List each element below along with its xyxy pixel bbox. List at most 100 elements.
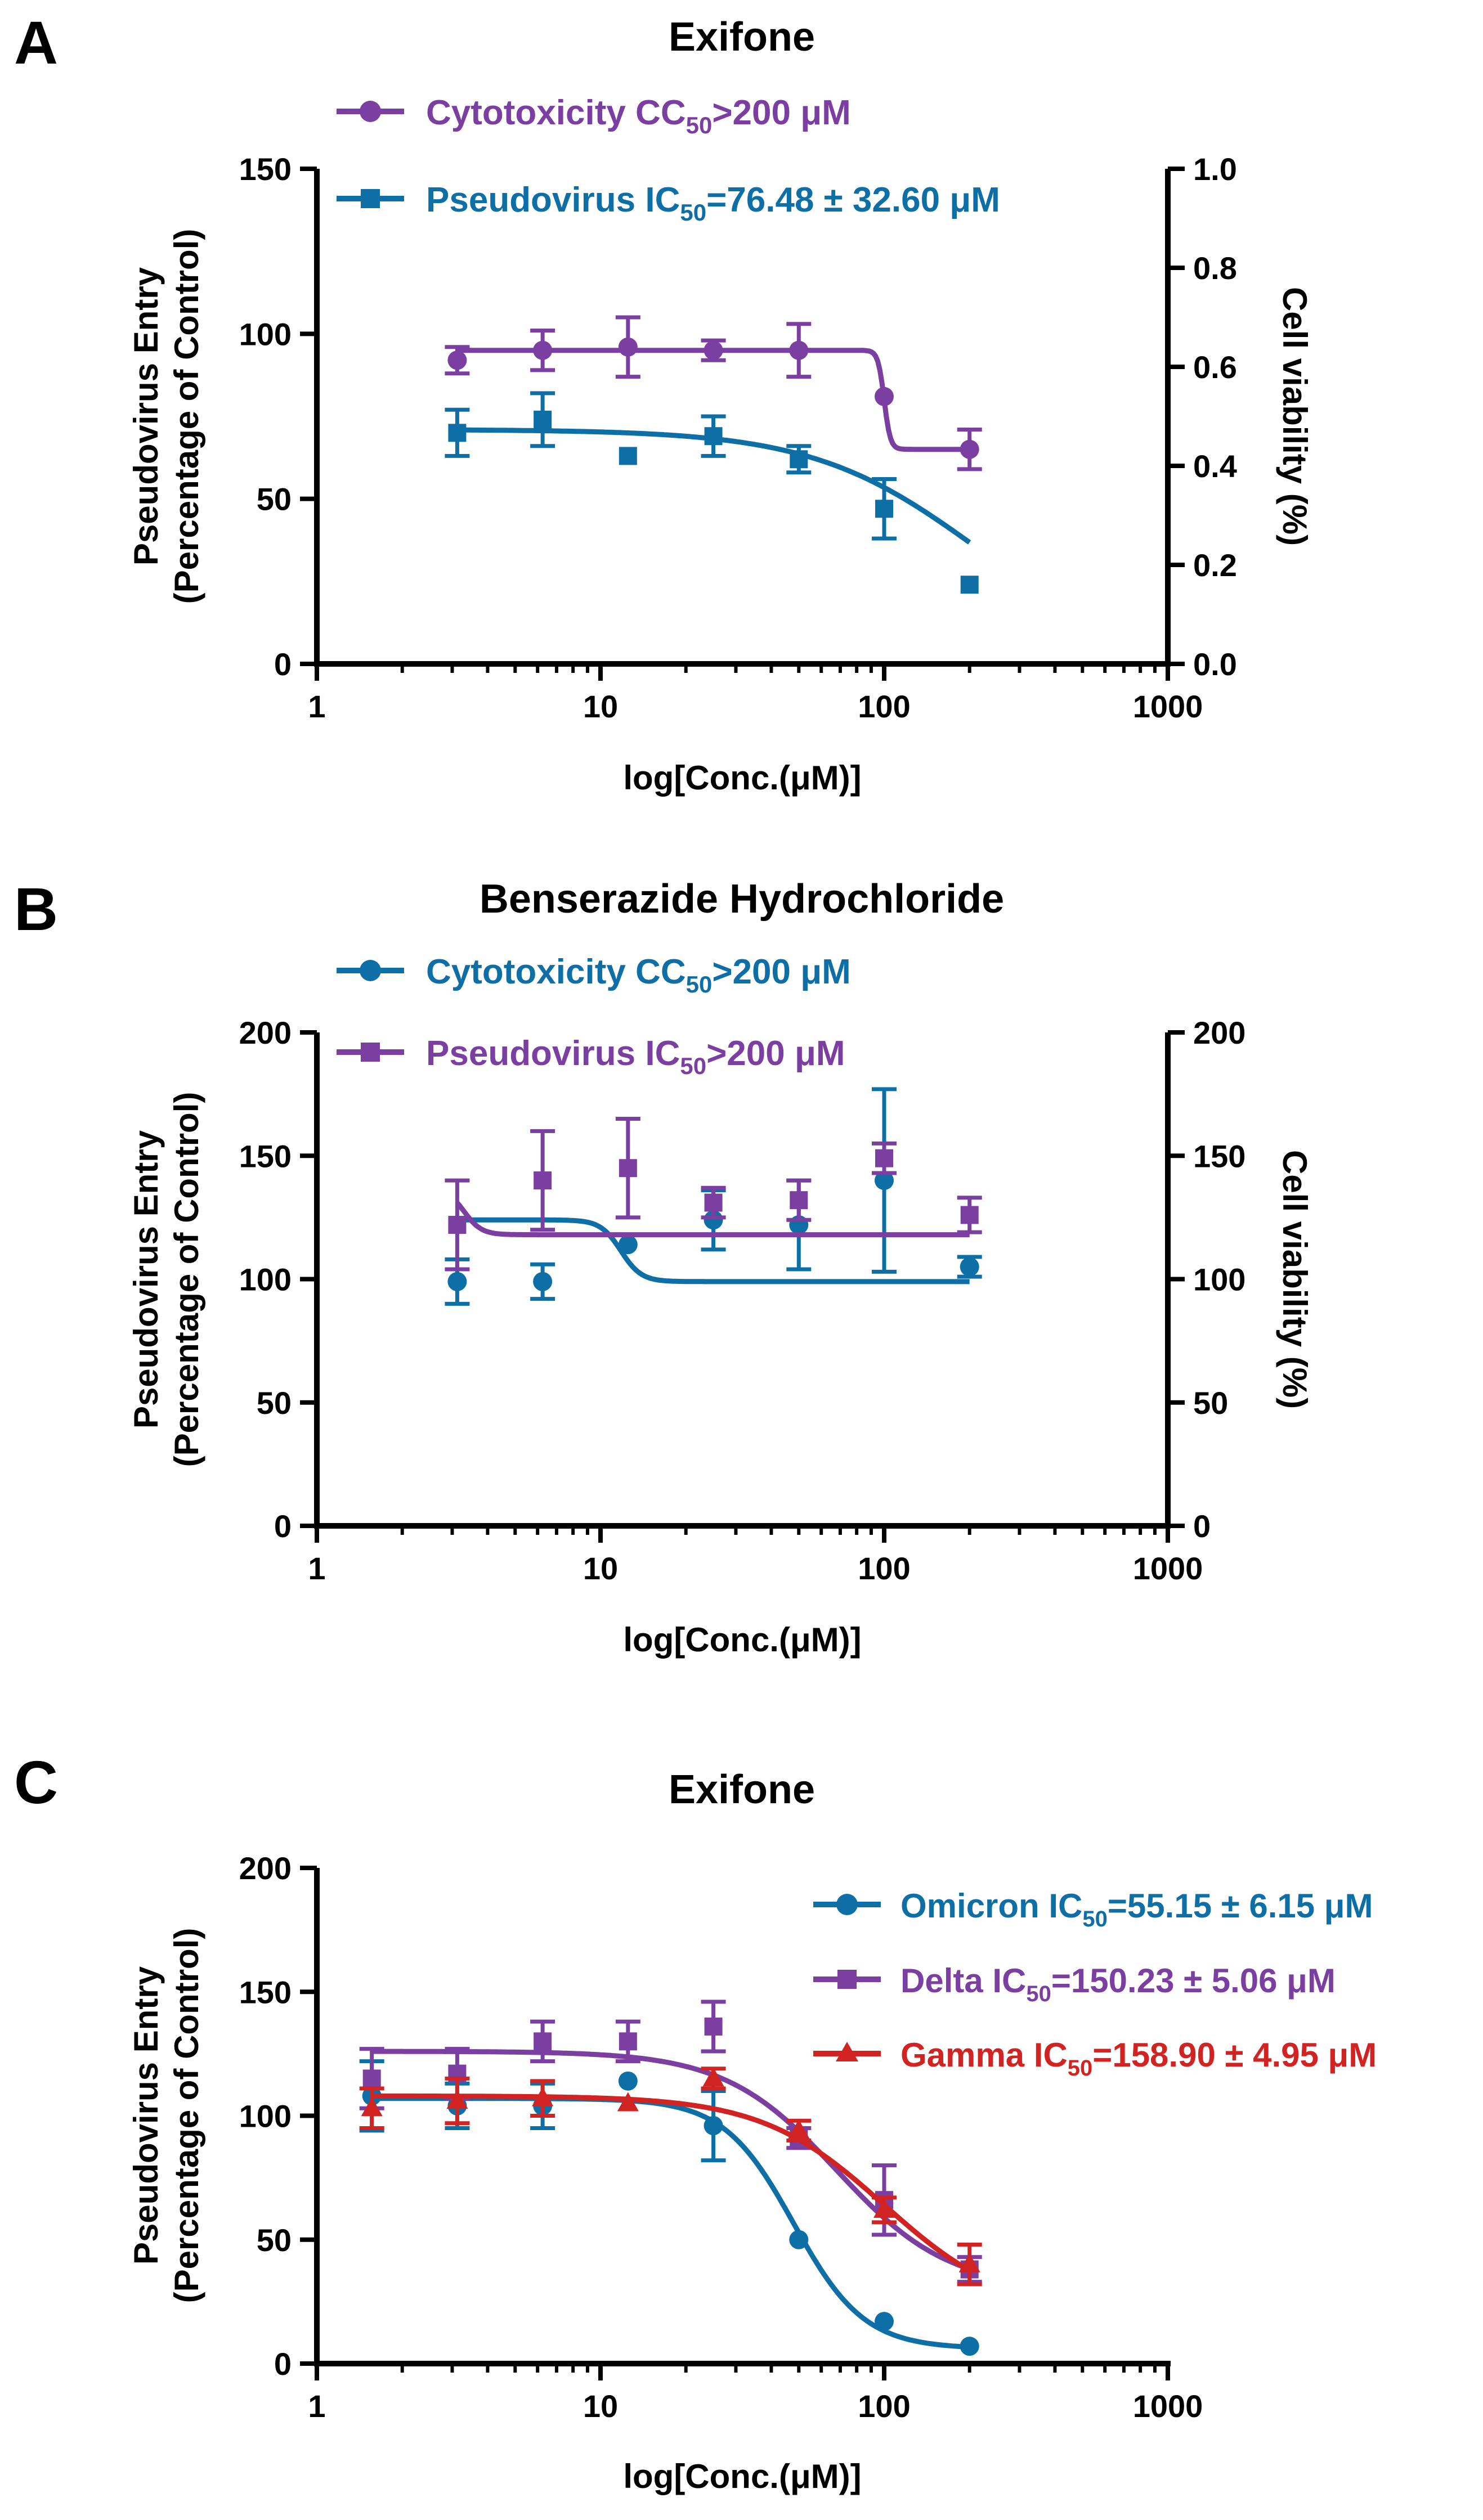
data-point — [875, 1171, 894, 1191]
panel-a-y2-axis-label: Cell viability (%) — [1276, 287, 1314, 546]
y-label-line-1: Pseudovirus Entry — [127, 1130, 165, 1429]
data-point — [618, 337, 638, 357]
data-point — [447, 351, 467, 370]
panel-c-ticks: 1 10 100 1000 0 50 100 150 200 — [239, 1850, 1203, 2424]
legend-label: Cytotoxicity CC50>200 μM — [426, 953, 851, 998]
series-delta — [359, 2000, 982, 2284]
data-point — [704, 340, 723, 360]
y2-tick-label: 0 — [1193, 1508, 1211, 1544]
data-point — [618, 2071, 638, 2091]
data-point — [875, 387, 894, 406]
data-point — [960, 2337, 979, 2356]
panel-a: A Exifone Cytotoxicity CC50>200 μM Pseud… — [14, 8, 1314, 797]
x-tick-label: 100 — [858, 689, 910, 724]
x-tick-label: 10 — [583, 689, 618, 724]
panel-c-legend: Omicron IC50=55.15 ± 6.15 μM Delta IC50=… — [813, 1887, 1377, 2081]
x-tick-label: 1000 — [1133, 2388, 1203, 2424]
x-tick-label: 1 — [308, 2388, 325, 2424]
panel-a-axes — [314, 169, 1171, 667]
x-tick-label: 1 — [308, 689, 325, 724]
data-point — [960, 1257, 979, 1277]
y-label-line-2: (Percentage of Control) — [168, 1092, 205, 1467]
x-tick-label: 1000 — [1133, 1551, 1203, 1586]
y2-tick-label: 100 — [1193, 1262, 1245, 1297]
legend-label: Cytotoxicity CC50>200 μM — [426, 93, 851, 138]
data-point — [619, 1159, 637, 1178]
data-point — [704, 2017, 723, 2036]
panel-b-legend-entry-cytotoxicity: Cytotoxicity CC50>200 μM — [337, 953, 851, 998]
panel-c: C Exifone Omicron IC50=55.15 ± 6.15 μM D… — [14, 1748, 1377, 2495]
data-point — [618, 1235, 638, 1255]
data-point — [873, 2198, 895, 2218]
panel-b-title: Benserazide Hydrochloride — [480, 877, 1004, 922]
y2-tick-label: 0.4 — [1193, 448, 1237, 484]
data-point — [362, 2069, 381, 2088]
legend-label: Pseudovirus IC50=76.48 ± 32.60 μM — [426, 181, 1000, 226]
fit-curve — [455, 1201, 970, 1238]
legend-square-marker — [361, 189, 380, 208]
data-point — [446, 2090, 468, 2109]
series-cytotoxicity — [445, 315, 982, 471]
legend-label: Pseudovirus IC50>200 μM — [426, 1034, 845, 1079]
panel-c-y-axis-label: Pseudovirus Entry (Percentage of Control… — [127, 1928, 205, 2303]
panel-c-legend-entry-delta: Delta IC50=150.23 ± 5.06 μM — [813, 1962, 1336, 2006]
legend-label: Gamma IC50=158.90 ± 4.95 μM — [900, 2036, 1377, 2081]
y-tick-label: 200 — [239, 1850, 292, 1886]
data-point — [702, 2067, 724, 2087]
y-tick-label: 150 — [239, 1138, 292, 1174]
data-point — [619, 447, 637, 465]
legend-square-marker — [361, 1043, 380, 1062]
panel-c-title: Exifone — [669, 1767, 815, 1812]
y2-tick-label: 1.0 — [1193, 151, 1237, 187]
y-label-line-1: Pseudovirus Entry — [127, 267, 165, 565]
data-point — [789, 2230, 809, 2249]
data-point — [875, 2312, 894, 2332]
data-point — [532, 2087, 554, 2106]
data-point — [533, 340, 553, 360]
panel-b-legend: Cytotoxicity CC50>200 μM Pseudovirus IC5… — [337, 953, 851, 1079]
fit-curve — [371, 2093, 971, 2273]
panel-a-legend-entry-cytotoxicity: Cytotoxicity CC50>200 μM — [337, 93, 851, 138]
panel-a-legend-entry-pseudovirus: Pseudovirus IC50=76.48 ± 32.60 μM — [337, 181, 1000, 226]
data-point — [448, 1216, 467, 1234]
y-tick-label: 100 — [239, 316, 292, 352]
data-point — [790, 1191, 808, 1210]
y2-tick-label: 0.0 — [1193, 646, 1237, 682]
panel-b-plot-area — [445, 1087, 982, 1306]
data-point — [704, 1193, 723, 1212]
data-point — [448, 424, 467, 442]
y-tick-label: 50 — [257, 482, 292, 517]
fit-curve — [371, 2049, 971, 2272]
y-tick-label: 50 — [257, 2222, 292, 2258]
y2-tick-label: 50 — [1193, 1385, 1228, 1421]
data-point — [704, 427, 723, 446]
x-tick-label: 1 — [308, 1551, 325, 1586]
y-tick-label: 0 — [274, 2346, 292, 2382]
y-tick-label: 150 — [239, 1974, 292, 2010]
y-tick-label: 200 — [239, 1015, 292, 1050]
data-point — [704, 1210, 723, 1230]
y2-tick-label: 200 — [1193, 1015, 1245, 1050]
legend-label: Delta IC50=150.23 ± 5.06 μM — [900, 1962, 1336, 2006]
x-tick-label: 10 — [583, 2388, 618, 2424]
legend-circle-marker — [360, 101, 381, 122]
panel-a-y-axis-label: Pseudovirus Entry (Percentage of Control… — [127, 229, 205, 604]
data-point — [534, 2032, 552, 2051]
y2-tick-label: 0.2 — [1193, 547, 1237, 583]
legend-label: Omicron IC50=55.15 ± 6.15 μM — [900, 1887, 1373, 1931]
y-tick-label: 0 — [274, 646, 292, 682]
x-tick-label: 100 — [858, 1551, 910, 1586]
panel-a-title: Exifone — [669, 15, 815, 60]
y2-tick-label: 150 — [1193, 1138, 1245, 1174]
panel-a-plot-area — [445, 315, 982, 594]
series-pseudovirus — [445, 391, 979, 594]
legend-square-marker — [837, 1970, 857, 1989]
data-point — [619, 2032, 637, 2051]
x-tick-label: 100 — [858, 2388, 910, 2424]
y-label-line-1: Pseudovirus Entry — [127, 1966, 165, 2265]
panel-a-letter: A — [14, 8, 58, 77]
panel-b-letter: B — [14, 875, 58, 943]
data-point — [788, 2119, 810, 2139]
legend-circle-marker — [836, 1894, 858, 1915]
